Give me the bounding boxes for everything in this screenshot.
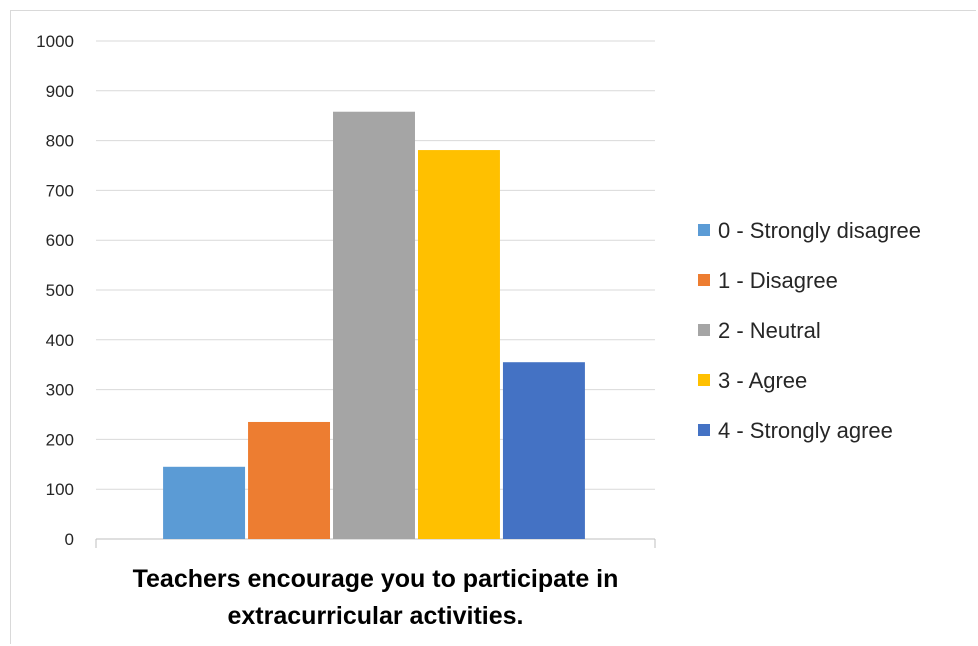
legend-swatch — [698, 224, 710, 236]
y-tick-label: 400 — [46, 331, 74, 350]
x-axis — [95, 538, 656, 548]
legend-label: 2 - Neutral — [718, 318, 821, 343]
chart-frame — [10, 10, 976, 644]
y-axis-tick-labels: 0 100 200 300 400 500 600 700 800 900 1000 — [36, 32, 74, 549]
category-label: Teachers encourage you to participate in… — [133, 565, 619, 630]
legend-label: 4 - Strongly agree — [718, 418, 893, 443]
y-tick-label: 0 — [65, 530, 74, 549]
y-tick-label: 300 — [46, 381, 74, 400]
y-tick-label: 1000 — [36, 32, 74, 51]
legend-swatch — [698, 424, 710, 436]
bar-3-agree — [417, 150, 500, 539]
legend: 0 - Strongly disagree 1 - Disagree 2 - Neu… — [698, 218, 921, 443]
y-tick-label: 200 — [46, 430, 74, 449]
bar-0-strongly-disagree — [163, 466, 246, 539]
bar-2-neutral — [333, 111, 415, 539]
y-tick-label: 600 — [46, 231, 74, 250]
category-label-line: Teachers encourage you to participate in — [133, 565, 619, 593]
category-label-line: extracurricular activities. — [228, 602, 524, 630]
bar-4-strongly-agree — [502, 362, 585, 539]
bars — [163, 111, 585, 539]
y-tick-label: 100 — [46, 480, 74, 499]
bar-1-disagree — [248, 421, 331, 539]
legend-label: 1 - Disagree — [718, 268, 838, 293]
y-tick-label: 500 — [46, 281, 74, 300]
legend-label: 3 - Agree — [718, 368, 807, 393]
y-tick-label: 800 — [46, 132, 74, 151]
legend-swatch — [698, 324, 710, 336]
legend-swatch — [698, 374, 710, 386]
legend-label: 0 - Strongly disagree — [718, 218, 921, 243]
y-tick-label: 900 — [46, 82, 74, 101]
legend-swatch — [698, 274, 710, 286]
y-tick-label: 700 — [46, 181, 74, 200]
